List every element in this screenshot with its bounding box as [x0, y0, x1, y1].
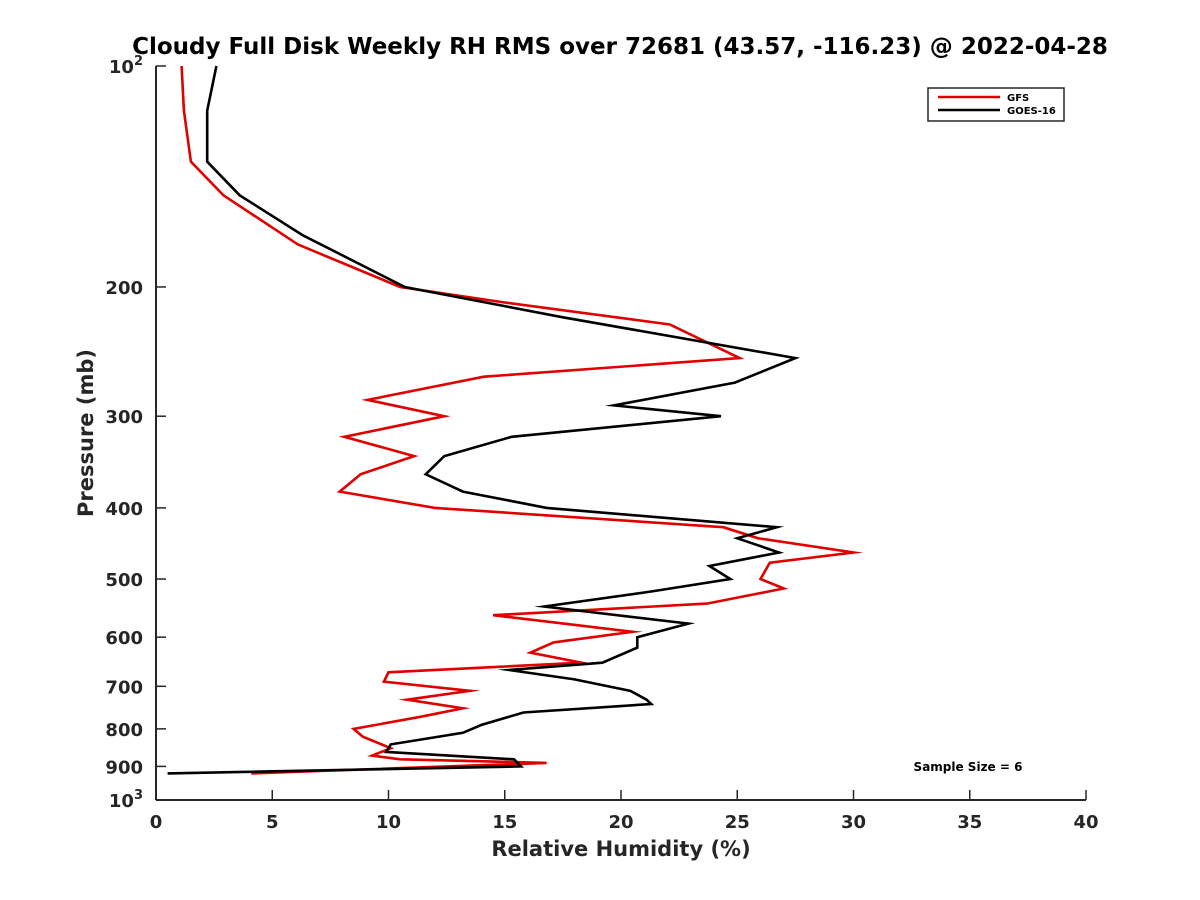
- x-tick-label: 20: [608, 812, 633, 833]
- x-tick-label: 0: [150, 812, 163, 833]
- y-tick-label: 300: [105, 407, 143, 428]
- y-tick-label: 900: [105, 757, 143, 778]
- legend-label-gfs: GFS: [1007, 93, 1029, 104]
- x-axis-label: Relative Humidity (%): [491, 837, 750, 861]
- legend-box: [927, 87, 1065, 122]
- y-tick-label: 700: [105, 677, 143, 698]
- series-line-goes-16: [167, 65, 801, 775]
- y-tick-label: 800: [105, 720, 143, 741]
- y-tick-label: 102: [109, 54, 143, 78]
- x-ticks: 0 5 10 15 20 25 30 35 40: [150, 790, 1099, 833]
- series-line-gfs: [180, 65, 864, 775]
- y-tick-label: 200: [105, 278, 143, 299]
- y-tick-label: 600: [105, 628, 143, 649]
- y-ticks: 102 200 300 400 500 600 700 800 900 103: [105, 54, 166, 812]
- sample-size-annotation: Sample Size = 6: [914, 760, 1023, 774]
- y-tick-label: 103: [109, 788, 143, 812]
- legend: GFS GOES-16: [927, 87, 1065, 122]
- x-tick-label: 25: [725, 812, 750, 833]
- y-axis-label: Pressure (mb): [74, 349, 98, 517]
- chart-title: Cloudy Full Disk Weekly RH RMS over 7268…: [132, 34, 1108, 60]
- x-tick-label: 40: [1073, 812, 1098, 833]
- plot-lines: [167, 65, 864, 775]
- y-tick-label: 400: [105, 499, 143, 520]
- x-tick-label: 5: [266, 812, 279, 833]
- x-tick-label: 30: [841, 812, 866, 833]
- y-tick-label: 500: [105, 570, 143, 591]
- legend-label-goes-16: GOES-16: [1007, 106, 1056, 117]
- x-tick-label: 10: [376, 812, 401, 833]
- x-tick-label: 15: [492, 812, 517, 833]
- x-tick-label: 35: [957, 812, 982, 833]
